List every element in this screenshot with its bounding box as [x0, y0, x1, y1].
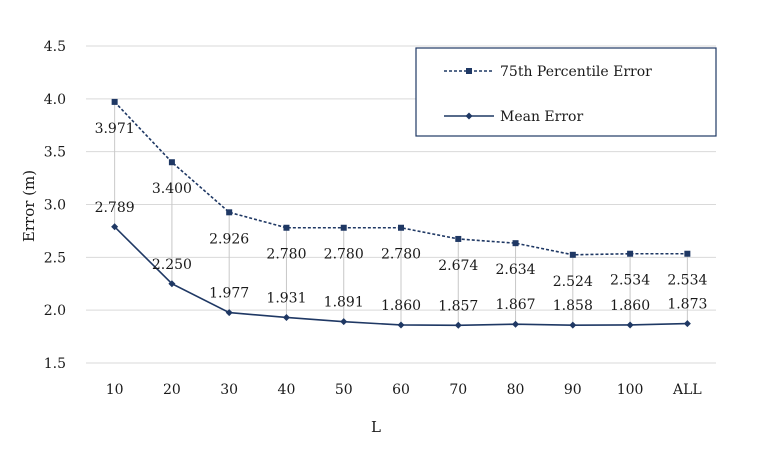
data-label-75th: 2.534	[667, 273, 707, 289]
data-point-square	[340, 224, 347, 231]
data-label-mean: 1.867	[495, 297, 535, 313]
data-label-mean: 2.250	[152, 257, 192, 273]
legend-marker-diamond	[465, 112, 473, 120]
x-tick-label: 100	[617, 382, 644, 398]
data-point-square	[168, 159, 175, 166]
data-label-75th: 2.634	[495, 262, 535, 278]
data-point-square	[226, 209, 233, 216]
y-tick-label: 3.0	[44, 198, 66, 214]
data-label-75th: 2.780	[324, 247, 364, 263]
x-tick-label: 10	[106, 382, 124, 398]
data-point-square	[627, 250, 634, 257]
legend-marker-square	[466, 68, 472, 74]
data-labels: 3.971 3.400 2.926 2.780 2.780 2.780 2.674 2.634…	[95, 121, 708, 314]
data-label-mean: 1.977	[209, 286, 249, 302]
y-tick-label: 1.5	[44, 356, 66, 372]
legend-box	[415, 47, 717, 137]
y-tick-label: 4.0	[44, 92, 66, 108]
data-point-diamond	[569, 321, 577, 329]
y-tick-label: 2.0	[44, 303, 66, 319]
data-point-diamond	[397, 321, 405, 329]
x-tick-label: ALL	[672, 382, 702, 398]
data-label-mean: 1.860	[381, 298, 421, 314]
x-tick-label: 20	[163, 382, 181, 398]
data-point-diamond	[340, 318, 348, 326]
data-point-square	[111, 98, 118, 105]
x-axis-title: L	[371, 418, 381, 436]
data-point-square	[684, 250, 691, 257]
data-label-75th: 2.674	[438, 258, 478, 274]
data-point-square	[512, 240, 519, 247]
data-label-mean: 1.891	[324, 295, 364, 311]
data-point-square	[569, 251, 576, 258]
series-line-0	[114, 101, 688, 256]
legend: 75th Percentile Error Mean Error	[415, 47, 717, 137]
legend-label: Mean Error	[500, 109, 583, 125]
x-tick-label: 40	[278, 382, 296, 398]
x-tick-label: 70	[449, 382, 467, 398]
data-point-diamond	[168, 280, 176, 288]
data-label-mean: 1.873	[667, 297, 707, 313]
data-point-square	[455, 235, 462, 242]
data-label-75th: 3.971	[95, 121, 135, 137]
data-point-square	[398, 224, 404, 231]
data-point-diamond	[626, 321, 634, 329]
data-label-75th: 2.524	[553, 274, 593, 290]
data-point-diamond	[683, 320, 691, 328]
y-axis-ticks: 1.5 2.0 2.5 3.0 3.5 4.0 4.5	[44, 39, 66, 372]
data-point-square	[283, 224, 290, 231]
data-label-75th: 2.780	[381, 247, 421, 263]
data-label-mean: 2.789	[95, 200, 135, 216]
data-label-75th: 3.400	[152, 181, 192, 197]
data-point-diamond	[282, 313, 290, 321]
data-point-diamond	[111, 223, 119, 231]
x-axis-ticks: 10 20 30 40 50 60 70 80 90 100 ALL	[106, 382, 702, 398]
x-tick-label: 60	[392, 382, 410, 398]
legend-label: 75th Percentile Error	[500, 64, 652, 80]
data-point-diamond	[454, 321, 462, 329]
data-label-75th: 2.534	[610, 273, 650, 289]
y-tick-label: 2.5	[44, 250, 66, 266]
y-tick-label: 4.5	[44, 39, 66, 55]
x-tick-label: 50	[335, 382, 353, 398]
data-point-diamond	[512, 320, 520, 328]
data-label-mean: 1.858	[553, 298, 593, 314]
data-label-mean: 1.860	[610, 298, 650, 314]
x-tick-label: 90	[564, 382, 582, 398]
y-tick-label: 3.5	[44, 145, 66, 161]
x-tick-label: 30	[220, 382, 238, 398]
data-label-75th: 2.780	[266, 247, 306, 263]
series-lines	[111, 98, 691, 329]
y-axis-title: Error (m)	[20, 170, 38, 242]
drop-lines	[114, 101, 688, 326]
data-label-mean: 1.931	[266, 290, 306, 306]
data-label-75th: 2.926	[209, 231, 249, 247]
data-label-mean: 1.857	[438, 298, 478, 314]
data-point-diamond	[225, 309, 233, 317]
x-tick-label: 80	[507, 382, 525, 398]
